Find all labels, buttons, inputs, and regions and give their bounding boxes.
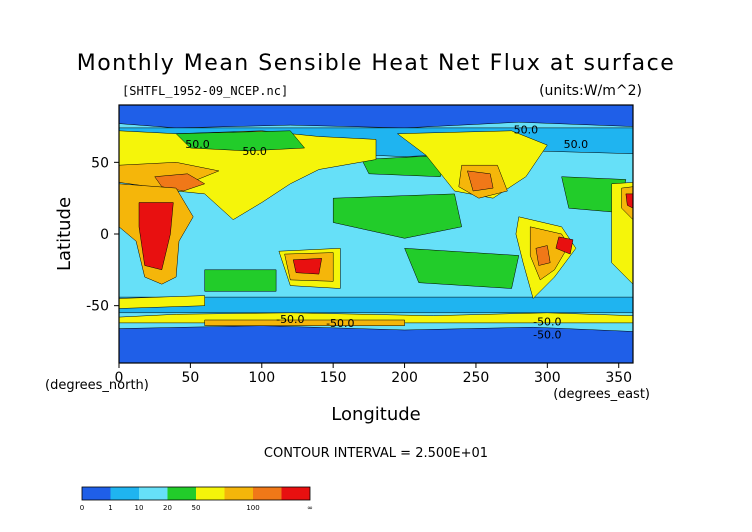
contour-label: -50.0 [533, 316, 561, 329]
colorbar-tick-label: ∞ [307, 504, 313, 512]
x-axis-unit-label: (degrees_east) [553, 387, 650, 402]
contour-region-land-extreme-27 [555, 236, 574, 255]
x-tick-label: 300 [534, 370, 561, 386]
x-tick-label: 350 [605, 370, 632, 386]
colorbar-bin [281, 487, 310, 500]
colorbar-bin [167, 487, 196, 500]
x-tick-label: 150 [320, 370, 347, 386]
x-axis-ticks: 0 50 100 150 200 250 300 350 [115, 363, 632, 386]
x-tick-label: 200 [391, 370, 418, 386]
map-shapes [118, 104, 634, 364]
y-tick-label: 0 [100, 227, 109, 243]
contour-label: 50.0 [242, 145, 267, 158]
contour-label: 50.0 [514, 124, 539, 137]
colorbar [81, 486, 311, 501]
chart-subtitle: [SHTFL_1952-09_NCEP.nc] [122, 84, 288, 98]
contour-label: 50.0 [185, 138, 210, 151]
colorbar-tick-label: 0 [80, 504, 84, 512]
colorbar-labels: 0 1 10 20 50 100 ∞ [80, 504, 313, 512]
x-tick-label: 250 [463, 370, 490, 386]
contour-region-land-very-hot-23 [467, 170, 494, 192]
contour-interval: CONTOUR INTERVAL = 2.500E+01 [264, 446, 488, 461]
colorbar-bin [82, 487, 111, 500]
colorbar-frame [81, 486, 311, 501]
contour-region-subtropical-ocean-7 [332, 193, 462, 239]
colorbar-bin [253, 487, 282, 500]
y-axis-label: Latitude [54, 197, 75, 271]
colorbar-tick-label: 10 [135, 504, 144, 512]
contour-region-land-warm-21 [396, 130, 548, 199]
y-axis-ticks: -50 0 50 [86, 155, 119, 315]
contour-region-subtropical-ocean-8 [404, 248, 520, 289]
colorbar-bin [196, 487, 225, 500]
colorbar-tick-label: 1 [108, 504, 112, 512]
x-tick-label: 0 [115, 370, 124, 386]
colorbar-tick-label: 50 [192, 504, 201, 512]
chart-title: Monthly Mean Sensible Heat Net Flux at s… [77, 51, 676, 76]
contour-label: -50.0 [533, 329, 561, 342]
contour-region-subtropical-ocean-10 [204, 269, 277, 292]
contour-label: -50.0 [276, 313, 304, 326]
y-tick-label: -50 [86, 299, 109, 315]
colorbar-bin [110, 487, 139, 500]
contour-region-land-extreme-18 [138, 202, 174, 271]
contour-region-land-extreme-30 [292, 258, 323, 275]
map-plot-area: 50.050.050.050.0-50.0 -50.0-50.0-50.0 [118, 104, 634, 364]
colorbar-bin [139, 487, 168, 500]
colorbar-tick-label: 100 [246, 504, 259, 512]
contour-region-subtropical-ocean-11 [361, 154, 448, 177]
contour-label: -50.0 [326, 317, 354, 330]
x-tick-label: 50 [181, 370, 199, 386]
y-axis-unit-label: (degrees_north) [45, 378, 149, 393]
colorbar-tick-label: 20 [163, 504, 172, 512]
contour-label: 50.0 [564, 138, 589, 151]
contour-region-land-very-hot-26 [535, 245, 551, 266]
x-tick-label: 100 [248, 370, 275, 386]
chart-units: (units:W/m^2) [539, 83, 642, 99]
contour-region-land-very-hot-15 [154, 173, 206, 192]
contour-labels: 50.050.050.050.0-50.0 -50.0-50.0-50.0 [185, 124, 588, 342]
x-axis-label: Longitude [331, 404, 421, 425]
contour-region-land-hot-3 [204, 319, 405, 326]
y-tick-label: 50 [91, 155, 109, 171]
contour-region-subtropical-ocean-13 [175, 130, 306, 152]
colorbar-bin [224, 487, 253, 500]
